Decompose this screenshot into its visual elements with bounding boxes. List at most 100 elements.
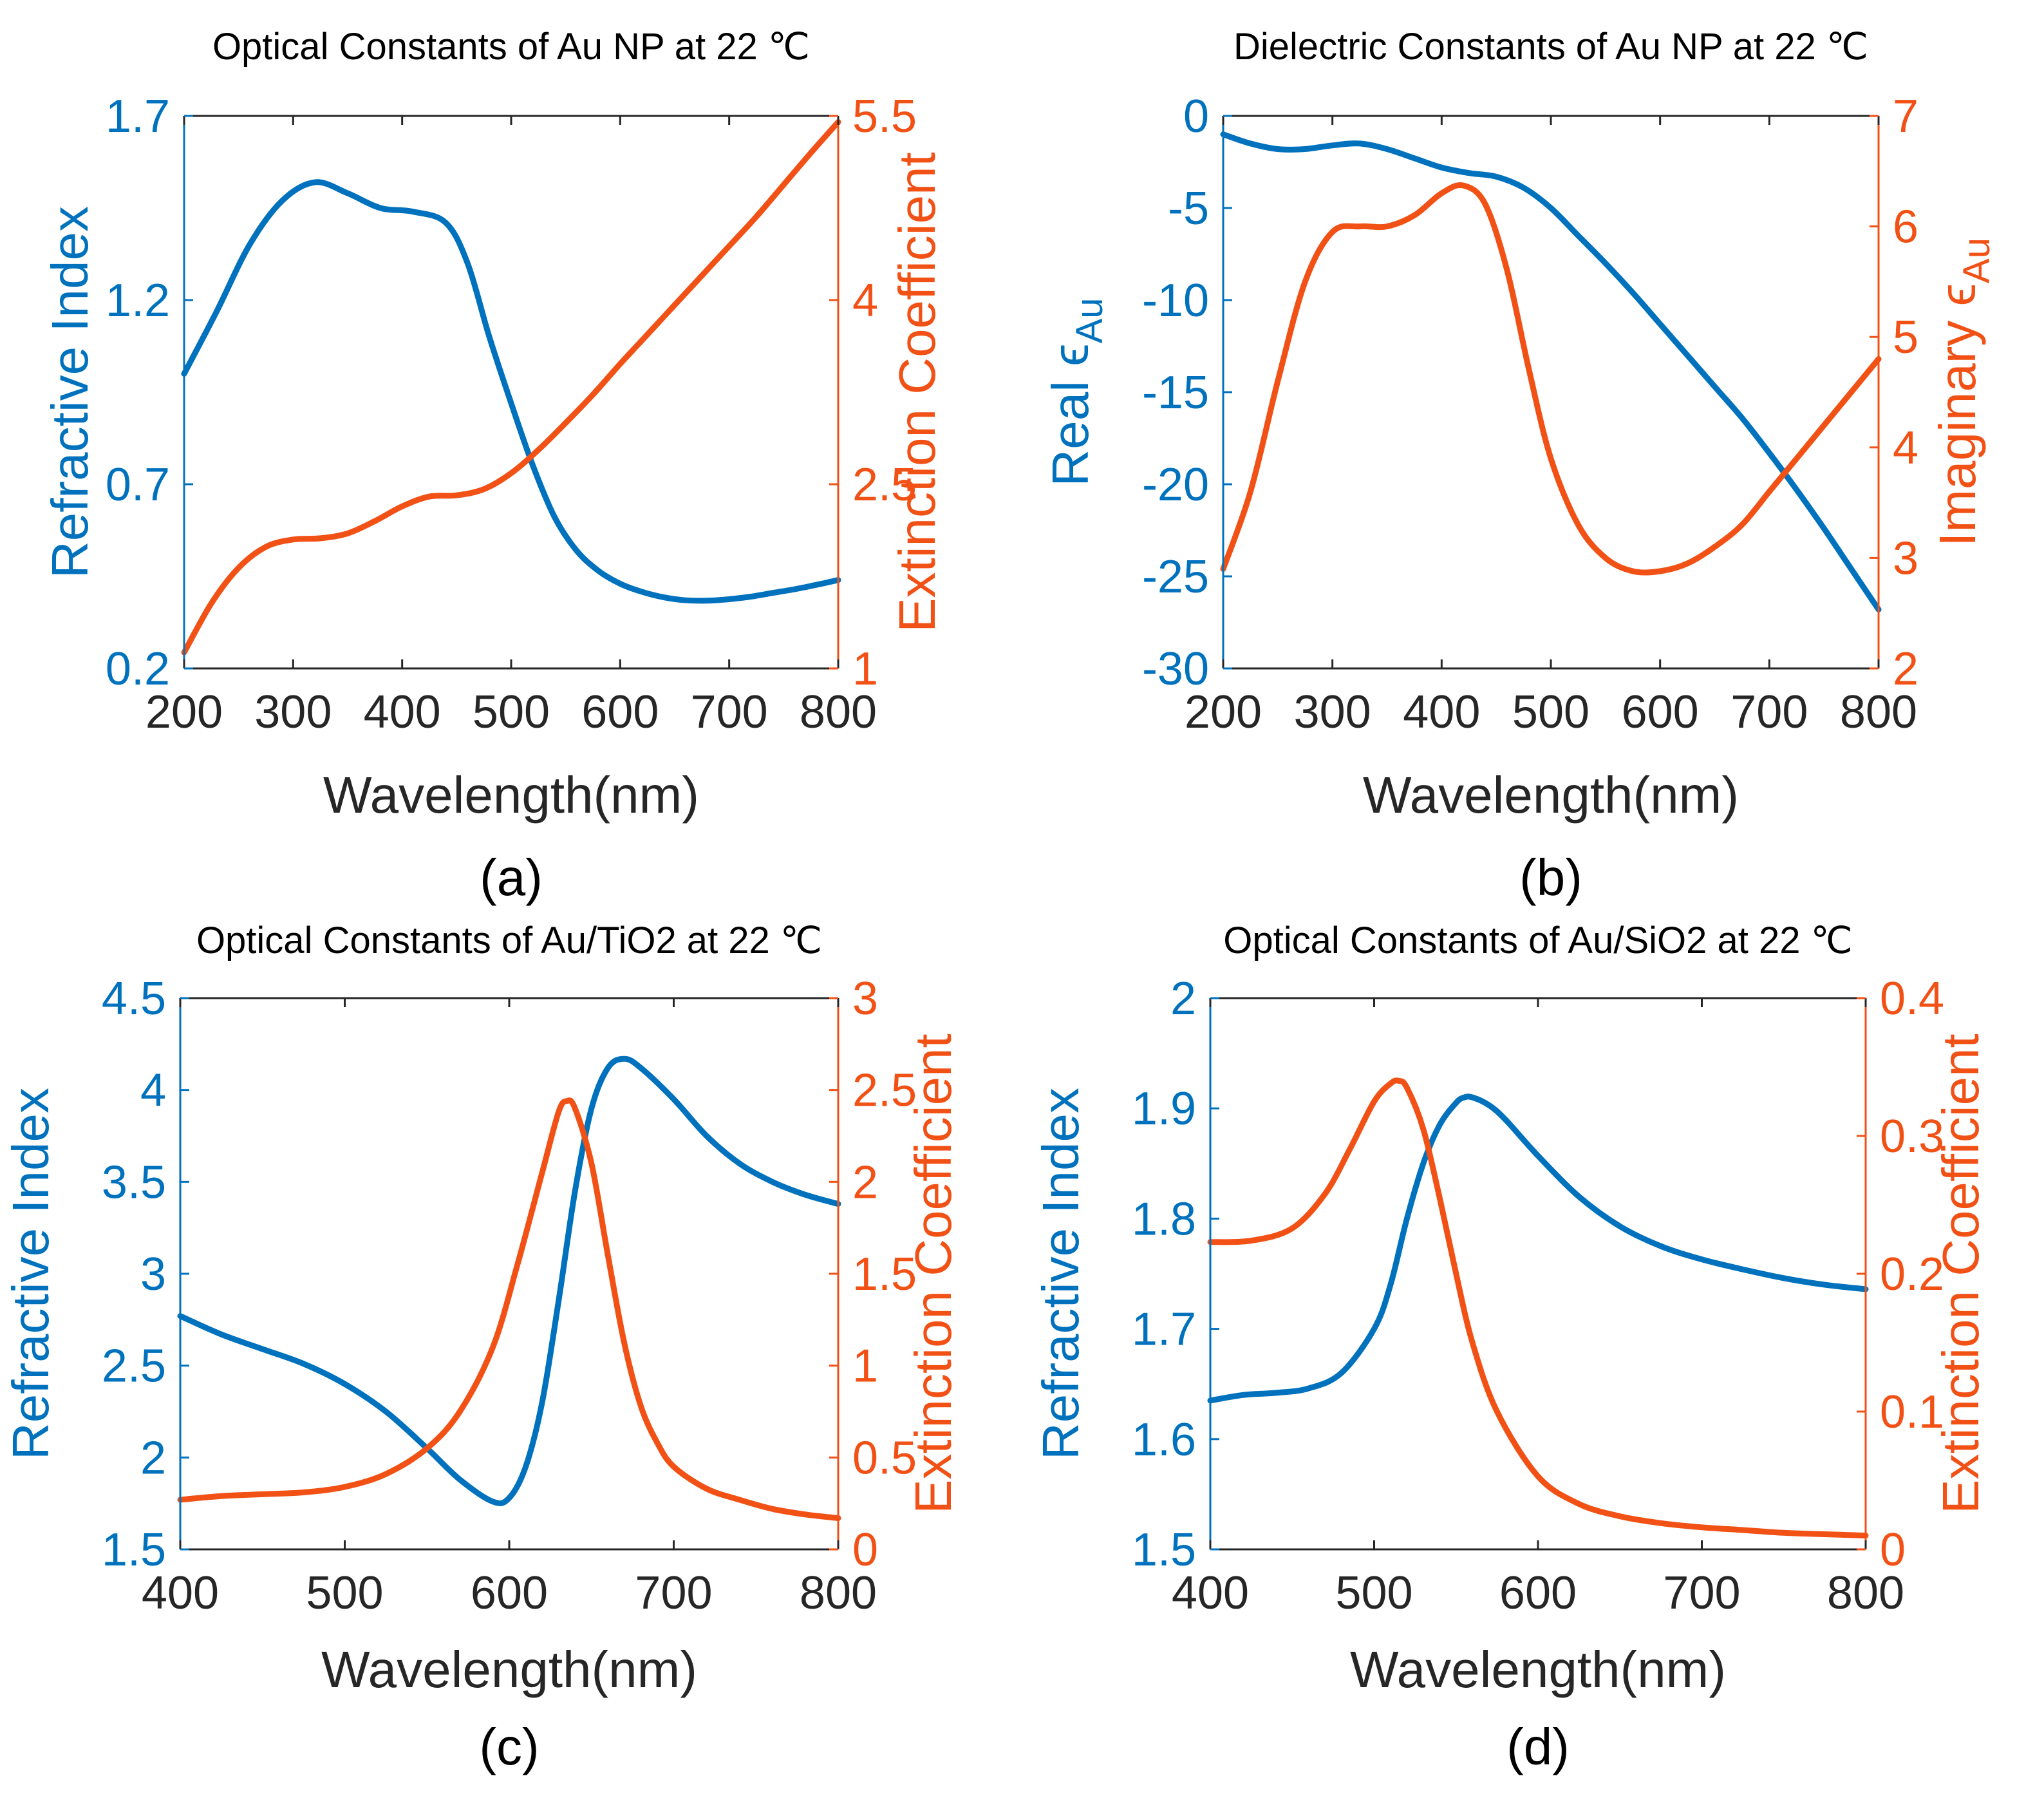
left-y-tick-label: 4.5 bbox=[102, 973, 166, 1025]
left-y-axis-label-text: Real ϵ bbox=[1042, 343, 1099, 486]
x-tick-label: 600 bbox=[581, 686, 659, 738]
right-axis-series-line bbox=[181, 119, 841, 656]
right-y-axis-label: Imaginary ϵAu bbox=[1929, 238, 1998, 547]
right-y-tick-label: 1 bbox=[852, 1341, 878, 1392]
left-y-axis-label-text: Refractive Index bbox=[41, 206, 98, 578]
x-tick-label: 500 bbox=[1512, 686, 1589, 738]
panel-label: (d) bbox=[1506, 1718, 1570, 1775]
x-tick-label: 700 bbox=[635, 1567, 712, 1619]
right-y-axis-label: Extinction Coefficient bbox=[1932, 1034, 1989, 1514]
x-tick-label: 400 bbox=[1172, 1567, 1249, 1619]
panel-label: (a) bbox=[480, 849, 543, 906]
x-tick-label: 300 bbox=[1294, 686, 1371, 738]
x-axis-label: Wavelength(nm) bbox=[323, 766, 699, 824]
x-tick-label: 500 bbox=[306, 1567, 383, 1619]
left-y-tick-label: 1.8 bbox=[1132, 1193, 1196, 1245]
x-tick-label: 700 bbox=[691, 686, 768, 738]
chart-panel-a: Optical Constants of Au NP at 22 ℃ 200 300… bbox=[41, 26, 946, 906]
left-y-tick-label: 2.5 bbox=[102, 1341, 166, 1392]
x-tick-label: 200 bbox=[1185, 686, 1262, 738]
x-axis-label: Wavelength(nm) bbox=[321, 1641, 697, 1698]
left-y-tick-label: 1.7 bbox=[106, 91, 170, 142]
left-y-tick-label: 1.7 bbox=[1132, 1304, 1196, 1356]
left-y-axis-label-text: Refractive Index bbox=[2, 1088, 59, 1460]
right-y-tick-label: 0.5 bbox=[852, 1432, 917, 1484]
right-y-axis-label-text: Extinction Coefficient bbox=[905, 1034, 962, 1514]
right-y-tick-label: 1.5 bbox=[852, 1249, 917, 1300]
right-y-tick-label: 7 bbox=[1893, 91, 1918, 142]
left-y-tick-label: -5 bbox=[1168, 183, 1209, 234]
left-y-tick-label: 0 bbox=[1183, 91, 1209, 142]
x-tick-label: 500 bbox=[473, 686, 550, 738]
left-axis-series-line bbox=[1220, 131, 1882, 612]
x-tick-label: 300 bbox=[254, 686, 332, 738]
chart-title: Dielectric Constants of Au NP at 22 ℃ bbox=[1233, 26, 1868, 68]
chart-title: Optical Constants of Au/SiO2 at 22 ℃ bbox=[1223, 920, 1853, 961]
left-axis-series-line bbox=[177, 1055, 841, 1506]
right-y-tick-label: 4 bbox=[1893, 422, 1918, 474]
x-tick-label: 800 bbox=[800, 1567, 877, 1619]
x-tick-label: 200 bbox=[145, 686, 223, 738]
left-y-axis-label: Refractive Index bbox=[2, 1088, 59, 1460]
x-tick-label: 700 bbox=[1663, 1567, 1740, 1619]
x-tick-label: 600 bbox=[1499, 1567, 1577, 1619]
chart-title: Optical Constants of Au NP at 22 ℃ bbox=[212, 26, 810, 68]
right-y-tick-label: 1 bbox=[852, 643, 878, 695]
left-axis-series-line bbox=[181, 179, 841, 604]
left-y-tick-label: 2 bbox=[140, 1432, 166, 1484]
x-tick-label: 400 bbox=[142, 1567, 219, 1619]
right-y-tick-label: 6 bbox=[1893, 202, 1918, 253]
right-y-tick-label: 2.5 bbox=[852, 459, 917, 511]
x-axis-label: Wavelength(nm) bbox=[1363, 766, 1739, 824]
right-y-tick-label: 2 bbox=[1893, 643, 1918, 695]
x-tick-label: 800 bbox=[1827, 1567, 1904, 1619]
left-y-tick-label: 2 bbox=[1170, 973, 1196, 1025]
right-axis-series-line bbox=[1220, 182, 1882, 576]
x-tick-label: 500 bbox=[1335, 1567, 1412, 1619]
left-y-axis-label: Refractive Index bbox=[1032, 1088, 1089, 1460]
left-y-tick-label: 1.5 bbox=[1132, 1524, 1196, 1576]
x-tick-label: 600 bbox=[1622, 686, 1699, 738]
left-y-tick-label: 1.9 bbox=[1132, 1083, 1196, 1135]
left-y-tick-label: 4 bbox=[140, 1065, 166, 1117]
right-y-tick-label: 2.5 bbox=[852, 1065, 917, 1117]
x-tick-label: 600 bbox=[471, 1567, 548, 1619]
x-tick-label: 800 bbox=[800, 686, 877, 738]
left-y-tick-label: 1.6 bbox=[1132, 1414, 1196, 1466]
right-y-tick-label: 0.3 bbox=[1880, 1111, 1944, 1162]
right-y-axis-label-text: Extinction Coefficient bbox=[888, 152, 946, 632]
chart-panel-c: Optical Constants of Au/TiO2 at 22 ℃ 400 5… bbox=[2, 920, 962, 1775]
left-y-axis-label: Refractive Index bbox=[41, 206, 98, 578]
left-y-tick-label: 3 bbox=[140, 1249, 166, 1300]
right-y-tick-label: 0 bbox=[852, 1524, 878, 1576]
right-axis-series-line bbox=[1207, 1077, 1869, 1539]
right-y-tick-label: 0.2 bbox=[1880, 1249, 1944, 1300]
left-y-tick-label: -25 bbox=[1142, 551, 1209, 603]
x-tick-label: 400 bbox=[1403, 686, 1480, 738]
left-y-tick-label: 1.5 bbox=[102, 1524, 166, 1576]
x-tick-label: 400 bbox=[364, 686, 441, 738]
right-y-axis-label: Extinction Coefficient bbox=[888, 152, 946, 632]
left-y-tick-label: -10 bbox=[1142, 275, 1209, 326]
left-y-tick-label: 0.2 bbox=[106, 643, 170, 695]
x-tick-label: 800 bbox=[1840, 686, 1917, 738]
right-axis-series-line bbox=[177, 1097, 841, 1521]
right-y-axis-label: Extinction Coefficient bbox=[905, 1034, 962, 1514]
right-y-tick-label: 0.1 bbox=[1880, 1386, 1944, 1438]
left-axis-series-line bbox=[1207, 1093, 1869, 1404]
panel-label: (b) bbox=[1519, 849, 1582, 906]
x-axis-label: Wavelength(nm) bbox=[1350, 1641, 1726, 1698]
chart-panel-b: Dielectric Constants of Au NP at 22 ℃ 200… bbox=[1042, 26, 1998, 906]
right-y-tick-label: 5 bbox=[1893, 312, 1918, 363]
left-y-axis-label-text: Refractive Index bbox=[1032, 1088, 1089, 1460]
left-y-axis-label: Real ϵAu bbox=[1042, 298, 1111, 486]
left-y-tick-label: 0.7 bbox=[106, 459, 170, 511]
right-y-tick-label: 2 bbox=[852, 1157, 878, 1208]
right-y-tick-label: 0.4 bbox=[1880, 973, 1944, 1025]
left-y-tick-label: -20 bbox=[1142, 459, 1209, 511]
right-y-tick-label: 3 bbox=[852, 973, 878, 1025]
chart-title: Optical Constants of Au/TiO2 at 22 ℃ bbox=[196, 920, 822, 961]
left-y-tick-label: 3.5 bbox=[102, 1157, 166, 1208]
right-y-tick-label: 0 bbox=[1880, 1524, 1906, 1576]
